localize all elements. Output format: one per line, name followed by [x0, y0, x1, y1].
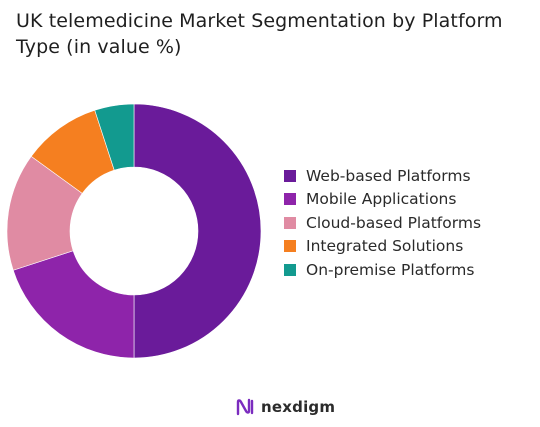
legend-item-mobile-applications: Mobile Applications	[284, 188, 534, 212]
legend-item-integrated-solutions: Integrated Solutions	[284, 235, 534, 259]
nexdigm-logo-icon	[236, 398, 254, 416]
legend-label: On-premise Platforms	[306, 260, 475, 279]
donut-slices	[6, 103, 262, 359]
slice-on-premise-platforms	[94, 103, 135, 171]
legend-swatch	[284, 263, 296, 276]
legend-item-web-based-platforms: Web-based Platforms	[284, 164, 534, 188]
legend-swatch	[284, 216, 296, 229]
chart-title: UK telemedicine Market Segmentation by P…	[16, 10, 503, 58]
legend-label: Web-based Platforms	[306, 166, 471, 185]
legend-swatch	[284, 193, 296, 206]
logo-text: nexdigm	[261, 398, 336, 416]
legend-label: Mobile Applications	[306, 190, 457, 209]
legend-swatch	[284, 240, 296, 253]
legend-swatch	[284, 169, 296, 182]
legend-label: Integrated Solutions	[306, 237, 464, 256]
slice-web-based-platforms	[133, 103, 262, 359]
legend-item-cloud-based-platforms: Cloud-based Platforms	[284, 211, 534, 235]
legend-item-on-premise-platforms: On-premise Platforms	[284, 258, 534, 282]
legend-label: Cloud-based Platforms	[306, 213, 482, 232]
slice-mobile-applications	[12, 250, 135, 359]
nexdigm-logo: nexdigm	[236, 398, 335, 416]
legend: Web-based Platforms Mobile Applications …	[284, 164, 534, 282]
